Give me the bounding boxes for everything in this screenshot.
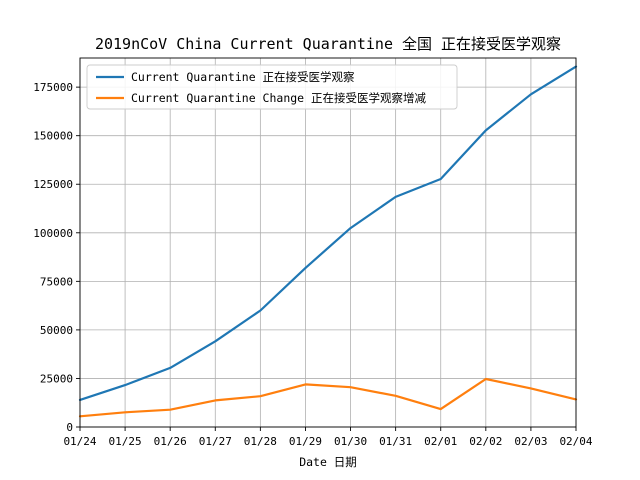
x-tick-label: 02/03 [514, 435, 547, 448]
y-tick-label: 125000 [33, 178, 73, 191]
series-lines [80, 67, 576, 417]
y-tick-label: 25000 [40, 372, 73, 385]
y-tick-label: 50000 [40, 324, 73, 337]
x-tick-label: 01/25 [109, 435, 142, 448]
y-tick-label: 175000 [33, 81, 73, 94]
x-tick-label: 01/30 [334, 435, 367, 448]
chart-title: 2019nCoV China Current Quarantine 全国 正在接… [95, 35, 561, 53]
x-tick-label: 01/29 [289, 435, 322, 448]
x-tick-label: 01/28 [244, 435, 277, 448]
x-tick-label: 01/31 [379, 435, 412, 448]
x-tick-label: 01/26 [154, 435, 187, 448]
x-tick-label: 02/01 [424, 435, 457, 448]
plot-frame [80, 58, 576, 427]
x-tick-label: 02/02 [469, 435, 502, 448]
y-tick-label: 75000 [40, 275, 73, 288]
y-tick-label: 100000 [33, 227, 73, 240]
x-tick-label: 02/04 [559, 435, 592, 448]
x-tick-label: 01/27 [199, 435, 232, 448]
axis-ticks: 01/24 01/25 01/26 01/27 01/28 01/29 01/30 01/31… [33, 81, 593, 448]
grid-lines [80, 58, 576, 427]
y-tick-label: 150000 [33, 130, 73, 143]
legend: Current Quarantine 正在接受医学观察 Current Quar… [87, 65, 457, 109]
legend-label-current-quarantine: Current Quarantine 正在接受医学观察 [131, 70, 355, 84]
legend-label-quarantine-change: Current Quarantine Change 正在接受医学观察增减 [131, 91, 427, 105]
series-line-quarantine-change [80, 379, 576, 416]
x-tick-label: 01/24 [63, 435, 96, 448]
x-axis-label: Date 日期 [299, 455, 357, 469]
series-line-current-quarantine [80, 67, 576, 400]
y-tick-label: 0 [66, 421, 73, 434]
